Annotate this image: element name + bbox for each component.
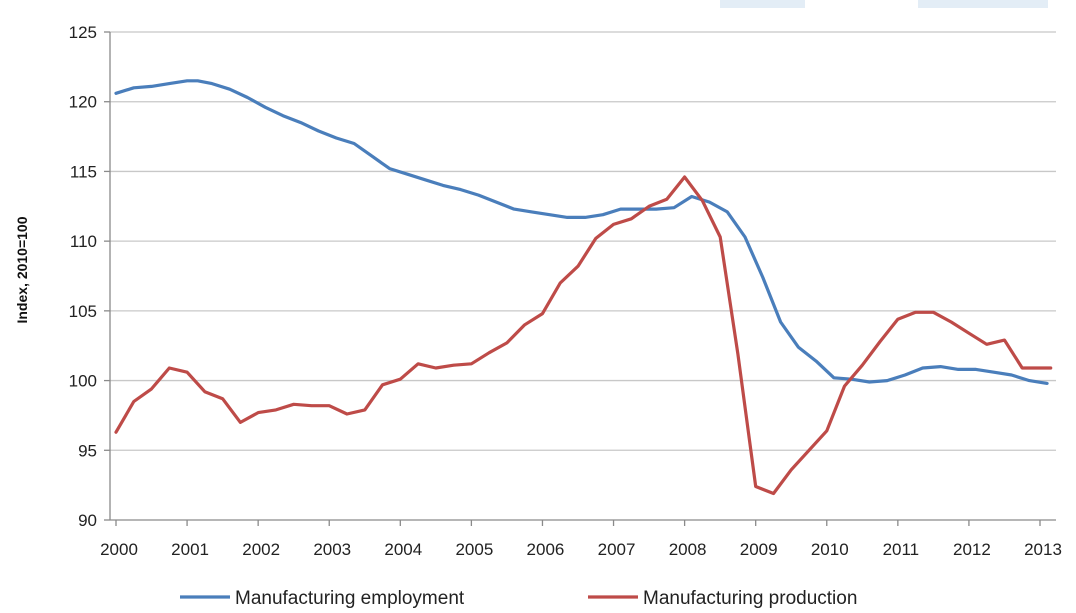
y-tick-label-95: 95 <box>78 441 97 460</box>
x-tick-label-2003: 2003 <box>313 540 351 559</box>
x-tick-label-2000: 2000 <box>100 540 138 559</box>
gridlines <box>110 31 1056 451</box>
x-tick-label-2008: 2008 <box>669 540 707 559</box>
series-lines <box>114 79 1053 496</box>
x-tick-label-2012: 2012 <box>953 540 991 559</box>
legend: Manufacturing employment Manufacturing pr… <box>180 588 857 609</box>
y-tick-label-115: 115 <box>70 162 97 181</box>
x-tick-label-2006: 2006 <box>527 540 565 559</box>
x-tick-label-2013: 2013 <box>1024 540 1062 559</box>
y-axis-title: Index, 2010=100 <box>14 216 30 323</box>
series-line-manufacturing-production <box>114 175 1053 496</box>
x-tick-label-2004: 2004 <box>384 540 422 559</box>
header-decoration-left <box>720 0 805 8</box>
axes <box>104 31 1056 526</box>
x-tick-labels: 2000 2001 2002 2003 2004 2005 2006 2007 2008 2009… <box>100 540 1062 559</box>
header-decoration-right <box>918 0 1048 8</box>
x-tick-label-2011: 2011 <box>883 540 920 559</box>
x-tick-label-2001: 2001 <box>171 540 209 559</box>
x-tick-label-2007: 2007 <box>598 540 636 559</box>
y-tick-label-90: 90 <box>78 511 97 530</box>
x-tick-label-2009: 2009 <box>740 540 778 559</box>
y-tick-label-120: 120 <box>69 93 97 112</box>
x-tick-label-2002: 2002 <box>242 540 280 559</box>
y-tick-label-105: 105 <box>69 302 97 321</box>
x-tick-label-2010: 2010 <box>811 540 849 559</box>
y-tick-label-100: 100 <box>69 372 97 391</box>
legend-label-manufacturing-production: Manufacturing production <box>643 588 857 609</box>
y-tick-label-125: 125 <box>69 23 97 42</box>
legend-label-manufacturing-employment: Manufacturing employment <box>235 588 465 609</box>
y-tick-labels: 90 95 100 105 110 115 120 125 <box>69 23 97 530</box>
x-tick-label-2005: 2005 <box>455 540 493 559</box>
series-line-manufacturing-employment <box>114 79 1049 385</box>
y-tick-label-110: 110 <box>70 232 97 251</box>
